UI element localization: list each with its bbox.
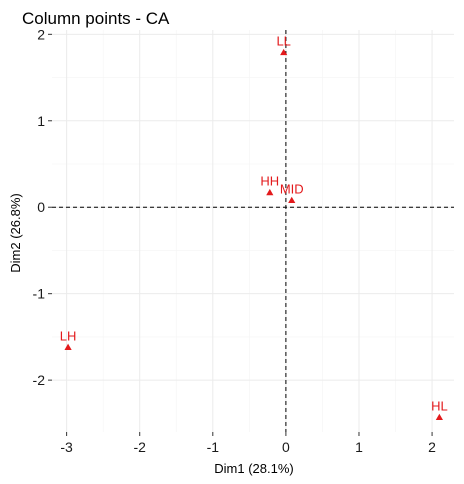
y-tick-label: 2 xyxy=(37,26,45,42)
x-axis-label: Dim1 (28.1%) xyxy=(214,461,293,476)
data-point-mid xyxy=(288,196,296,204)
x-tick-label: 0 xyxy=(282,439,290,455)
y-tick-label: -1 xyxy=(33,286,46,302)
major-gridlines xyxy=(52,30,454,432)
data-point-hh xyxy=(266,188,274,196)
x-tick-label: 1 xyxy=(355,439,363,455)
x-tick-label: -3 xyxy=(60,439,73,455)
reference-lines xyxy=(52,30,454,432)
chart-title: Column points - CA xyxy=(22,9,170,28)
point-label-hh: HH xyxy=(260,174,279,189)
minor-gridlines xyxy=(52,30,454,432)
point-label-mid: MID xyxy=(280,181,304,196)
y-axis-label: Dim2 (26.8%) xyxy=(8,193,23,272)
x-tick-label: -1 xyxy=(207,439,220,455)
x-tick-label: 2 xyxy=(428,439,436,455)
data-point-ll xyxy=(280,48,288,56)
point-label-hl: HL xyxy=(431,398,448,413)
data-point-hl xyxy=(435,413,443,421)
point-label-lh: LH xyxy=(60,328,77,343)
y-tick-label: 1 xyxy=(37,113,45,129)
data-point-lh xyxy=(64,343,72,350)
x-tick-label: -2 xyxy=(133,439,146,455)
y-axis-ticks: -2 -1 0 1 2 xyxy=(33,26,52,388)
point-label-ll: LL xyxy=(276,33,290,48)
y-tick-label: -2 xyxy=(33,372,46,388)
x-axis-ticks: -3 -2 -1 0 1 2 xyxy=(60,432,436,455)
y-tick-label: 0 xyxy=(37,199,45,215)
